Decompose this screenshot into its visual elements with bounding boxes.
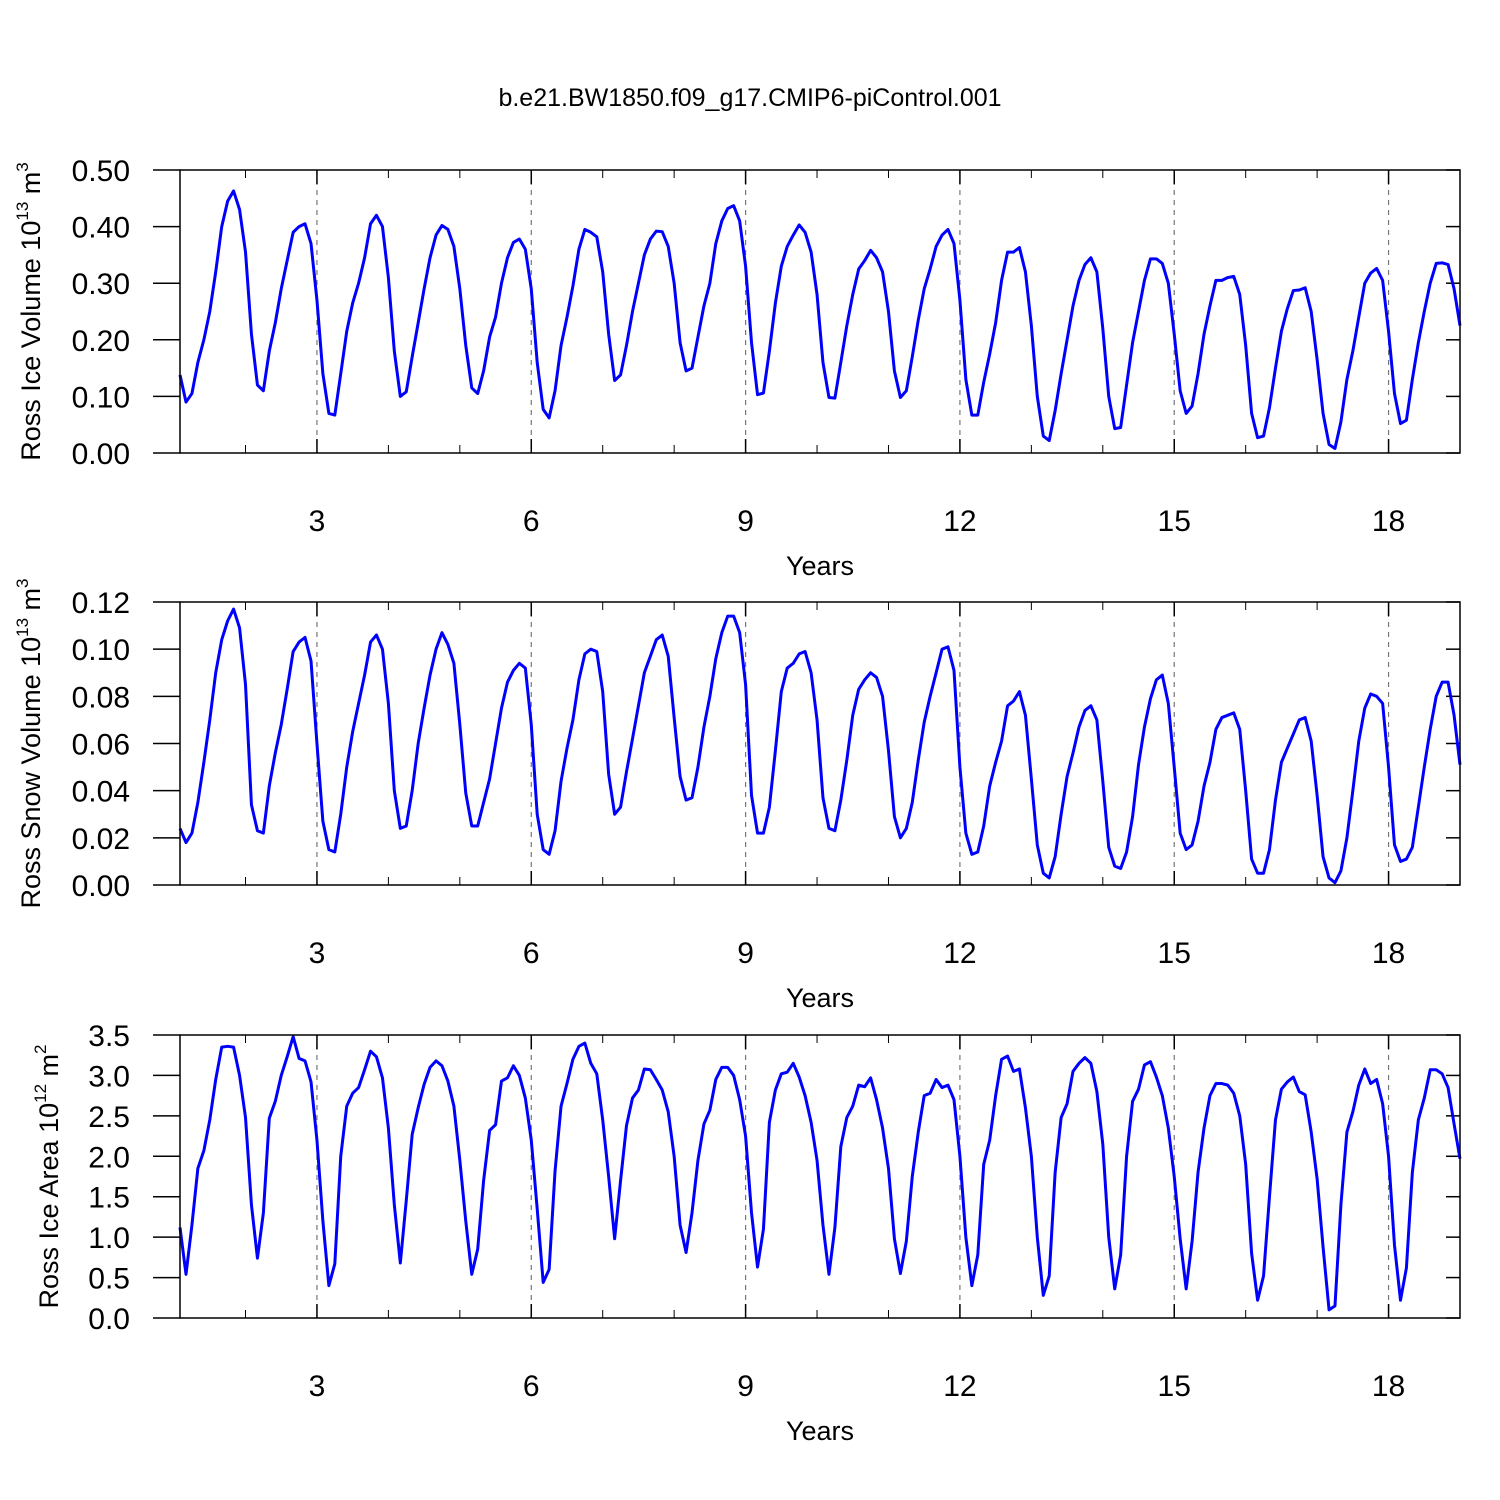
y-axis-label: Ross Snow Volume 1013 m3 bbox=[13, 578, 46, 908]
data-line bbox=[178, 1035, 1462, 1312]
superscript: 13 bbox=[13, 202, 32, 221]
y-tick-label: 0.12 bbox=[72, 587, 130, 620]
y-tick-label: 0.00 bbox=[72, 438, 130, 471]
y-tick-label: 3.5 bbox=[88, 1020, 130, 1053]
y-tick-label: 0.20 bbox=[72, 325, 130, 358]
y-tick-label: 0.08 bbox=[72, 681, 130, 714]
plot-frame bbox=[179, 169, 1461, 454]
label-part: Ross Ice Area 10 bbox=[34, 1103, 64, 1309]
y-tick-label: 1.0 bbox=[88, 1222, 130, 1255]
x-axis-label: Years bbox=[786, 983, 854, 1013]
label-part: Ross Snow Volume 10 bbox=[16, 637, 46, 909]
y-tick-label: 0.30 bbox=[72, 268, 130, 301]
x-tick-label: 6 bbox=[523, 937, 540, 970]
y-tick-label: 0.40 bbox=[72, 212, 130, 245]
y-tick-label: 0.0 bbox=[88, 1303, 130, 1336]
x-tick-label: 12 bbox=[943, 937, 976, 970]
y-axis-label: Ross Ice Volume 1013 m3 bbox=[13, 162, 46, 461]
plot-frame bbox=[179, 601, 1461, 886]
data-line bbox=[178, 189, 1462, 450]
label-part: m bbox=[16, 588, 46, 618]
x-tick-label: 9 bbox=[737, 505, 754, 538]
x-tick-label: 15 bbox=[1158, 937, 1191, 970]
data-line bbox=[178, 607, 1462, 885]
y-tick-label: 3.0 bbox=[88, 1060, 130, 1093]
x-tick-label: 18 bbox=[1372, 505, 1405, 538]
x-tick-label: 6 bbox=[523, 1370, 540, 1403]
x-tick-label: 6 bbox=[523, 505, 540, 538]
x-tick-label: 18 bbox=[1372, 1370, 1405, 1403]
label-part: m bbox=[16, 172, 46, 202]
label-part: m bbox=[34, 1054, 64, 1084]
x-tick-label: 12 bbox=[943, 1370, 976, 1403]
x-tick-label: 3 bbox=[309, 1370, 326, 1403]
x-axis-label: Years bbox=[786, 551, 854, 581]
plot-frame bbox=[179, 1034, 1461, 1319]
label-part: Ross Ice Volume 10 bbox=[16, 221, 46, 461]
y-tick-label: 0.50 bbox=[72, 155, 130, 188]
x-tick-label: 3 bbox=[309, 937, 326, 970]
y-tick-label: 0.02 bbox=[72, 823, 130, 856]
y-axis-label: Ross Ice Area 1012 m2 bbox=[31, 1044, 64, 1308]
x-tick-label: 3 bbox=[309, 505, 326, 538]
x-tick-label: 9 bbox=[737, 1370, 754, 1403]
superscript: 3 bbox=[13, 578, 32, 587]
x-tick-label: 15 bbox=[1158, 505, 1191, 538]
y-tick-label: 0.06 bbox=[72, 729, 130, 762]
y-tick-label: 2.0 bbox=[88, 1141, 130, 1174]
superscript: 3 bbox=[13, 162, 32, 171]
y-tick-label: 2.5 bbox=[88, 1101, 130, 1134]
x-tick-label: 9 bbox=[737, 937, 754, 970]
chart-title: b.e21.BW1850.f09_g17.CMIP6-piControl.001 bbox=[498, 84, 1001, 112]
y-tick-label: 1.5 bbox=[88, 1182, 130, 1215]
y-tick-label: 0.00 bbox=[72, 870, 130, 903]
y-tick-label: 0.04 bbox=[72, 776, 130, 809]
superscript: 13 bbox=[13, 618, 32, 637]
y-tick-label: 0.10 bbox=[72, 381, 130, 414]
superscript: 12 bbox=[31, 1084, 50, 1103]
y-tick-label: 0.10 bbox=[72, 634, 130, 667]
x-tick-label: 12 bbox=[943, 505, 976, 538]
x-tick-label: 15 bbox=[1158, 1370, 1191, 1403]
x-axis-label: Years bbox=[786, 1416, 854, 1446]
y-tick-label: 0.5 bbox=[88, 1263, 130, 1296]
superscript: 2 bbox=[31, 1044, 50, 1053]
x-tick-label: 18 bbox=[1372, 937, 1405, 970]
